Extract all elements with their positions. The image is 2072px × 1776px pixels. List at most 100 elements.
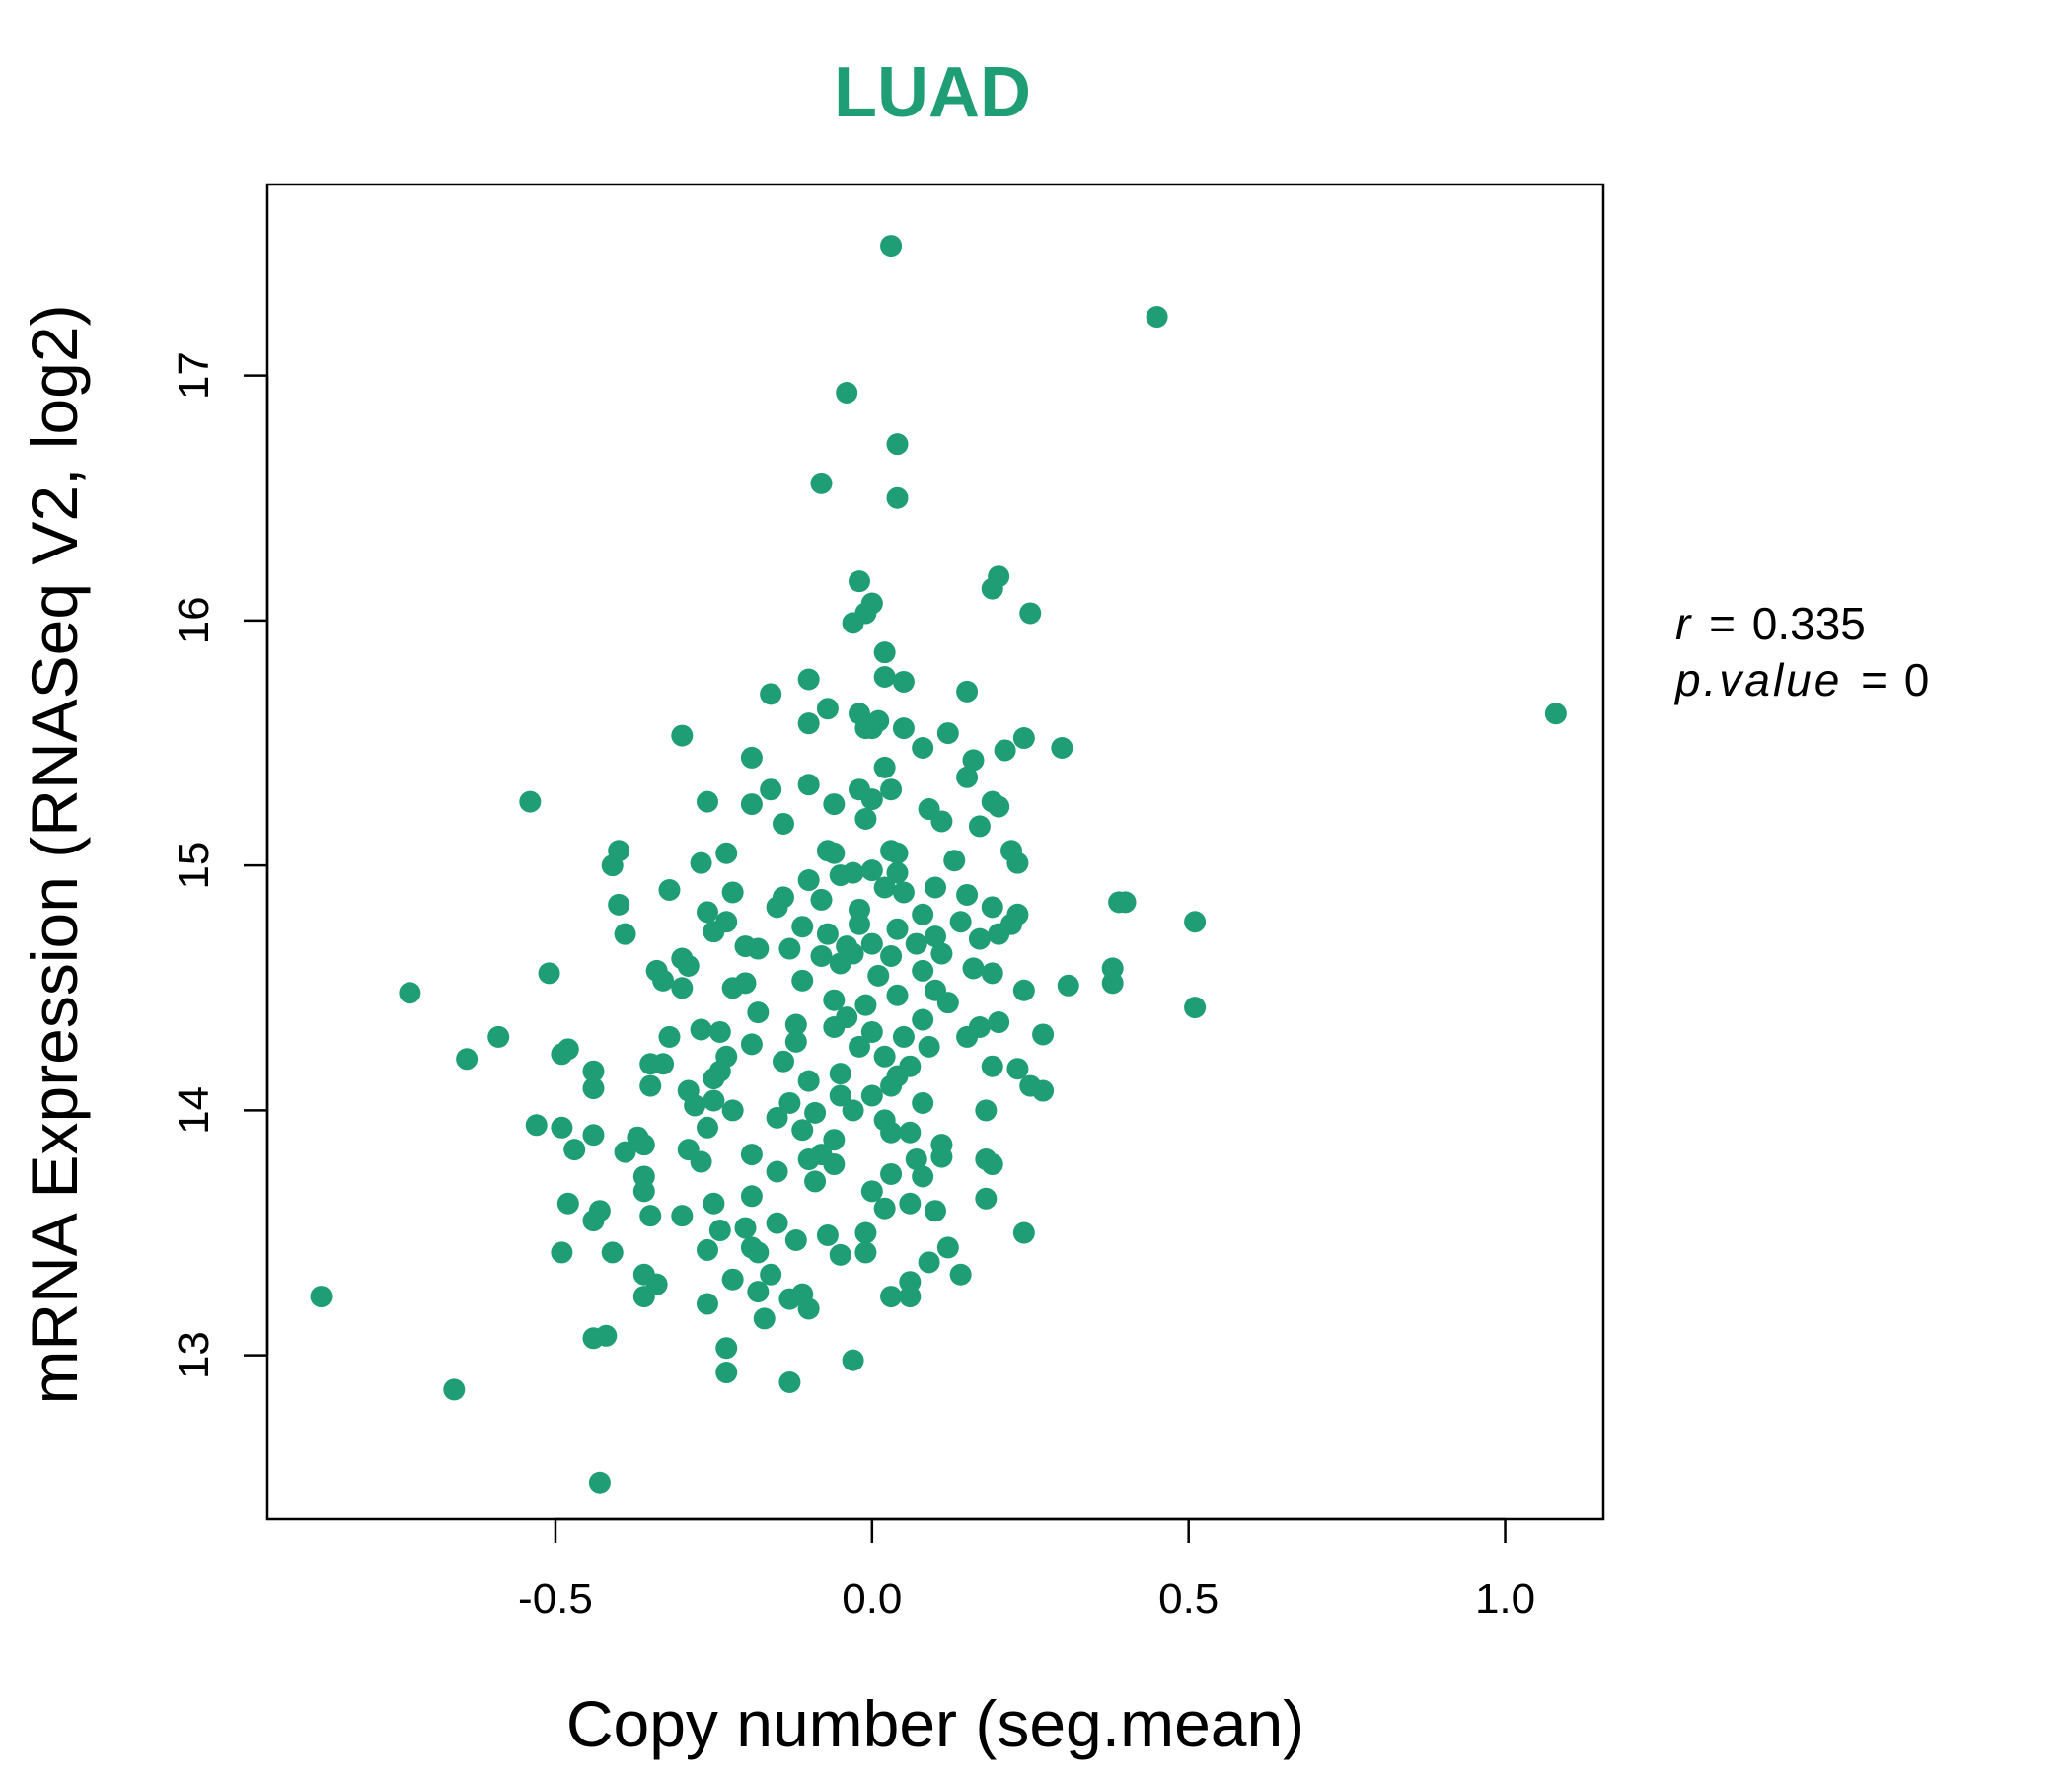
data-point bbox=[842, 1349, 864, 1371]
data-point bbox=[791, 916, 814, 938]
data-point bbox=[949, 911, 972, 933]
data-point bbox=[860, 1180, 883, 1203]
data-point bbox=[823, 1153, 846, 1176]
data-point bbox=[829, 1243, 851, 1266]
data-point bbox=[956, 680, 979, 703]
data-point bbox=[740, 793, 763, 816]
data-point bbox=[784, 1013, 807, 1036]
data-point bbox=[860, 859, 883, 882]
data-point bbox=[671, 977, 694, 999]
data-point bbox=[981, 577, 1003, 600]
data-point bbox=[778, 1370, 801, 1393]
data-point bbox=[925, 1200, 946, 1222]
data-point bbox=[551, 1043, 573, 1066]
data-point bbox=[703, 1089, 725, 1112]
data-point bbox=[696, 901, 718, 924]
data-point bbox=[784, 1030, 807, 1053]
data-point bbox=[632, 1286, 655, 1308]
data-point bbox=[1544, 703, 1567, 725]
data-point bbox=[1114, 891, 1137, 914]
data-point bbox=[994, 739, 1016, 762]
data-point bbox=[1101, 972, 1124, 995]
data-point bbox=[797, 1070, 820, 1092]
data-point bbox=[772, 1050, 794, 1073]
data-point bbox=[721, 881, 744, 904]
data-point bbox=[708, 1220, 731, 1242]
data-point bbox=[867, 964, 890, 987]
p-equals: = bbox=[1861, 654, 1887, 705]
data-point bbox=[1006, 851, 1029, 874]
data-point bbox=[816, 698, 839, 720]
data-point bbox=[873, 876, 896, 899]
data-point bbox=[582, 1060, 605, 1082]
data-point bbox=[886, 842, 909, 864]
data-point bbox=[873, 756, 896, 778]
data-point bbox=[740, 746, 763, 769]
data-point bbox=[797, 774, 820, 796]
data-point bbox=[962, 957, 985, 980]
data-point bbox=[836, 382, 858, 405]
data-point bbox=[310, 1286, 333, 1308]
data-point bbox=[899, 1121, 922, 1144]
y-tick-label: 16 bbox=[170, 596, 218, 644]
data-point bbox=[829, 1084, 851, 1107]
data-point bbox=[525, 1114, 548, 1137]
data-point bbox=[639, 1074, 662, 1097]
data-point bbox=[886, 861, 909, 884]
data-point bbox=[981, 1055, 1003, 1077]
data-point bbox=[632, 1134, 655, 1156]
data-point bbox=[639, 1205, 662, 1227]
data-point bbox=[671, 724, 694, 747]
data-point bbox=[823, 1129, 846, 1151]
data-point bbox=[829, 864, 851, 887]
data-point bbox=[880, 235, 903, 258]
data-point bbox=[981, 962, 1003, 985]
data-point bbox=[892, 1025, 915, 1048]
data-point bbox=[823, 989, 846, 1011]
x-tick-label: 0.5 bbox=[1158, 1575, 1219, 1623]
data-point bbox=[988, 795, 1010, 818]
data-point bbox=[595, 1324, 618, 1347]
data-point bbox=[721, 977, 744, 999]
data-point bbox=[854, 1241, 877, 1264]
data-point bbox=[829, 1063, 851, 1085]
y-tick-label: 13 bbox=[170, 1331, 218, 1379]
p-value: 0 bbox=[1904, 654, 1930, 705]
data-point bbox=[873, 1045, 896, 1068]
data-point bbox=[784, 1228, 807, 1251]
data-point bbox=[905, 932, 927, 955]
data-point bbox=[823, 842, 846, 864]
x-tick-label: -0.5 bbox=[518, 1575, 593, 1623]
data-point bbox=[791, 969, 814, 992]
correlation-annotation: r = 0.335 p.value = 0 bbox=[1673, 598, 1929, 705]
data-point bbox=[892, 717, 915, 740]
data-point bbox=[880, 1121, 903, 1144]
data-point bbox=[696, 1238, 718, 1261]
data-point bbox=[829, 952, 851, 975]
data-point bbox=[975, 1148, 998, 1171]
x-axis-label: Copy number (seg.mean) bbox=[566, 1687, 1304, 1760]
data-point bbox=[740, 1033, 763, 1056]
data-point bbox=[912, 903, 934, 925]
data-point bbox=[753, 1307, 776, 1330]
data-point bbox=[684, 1094, 706, 1117]
data-point bbox=[797, 1297, 820, 1320]
data-point bbox=[842, 612, 864, 634]
data-point bbox=[804, 1101, 827, 1124]
data-point bbox=[556, 1192, 579, 1215]
data-point bbox=[399, 982, 421, 1004]
data-point bbox=[943, 850, 966, 872]
data-points bbox=[310, 235, 1567, 1494]
data-point bbox=[899, 1286, 922, 1308]
data-point bbox=[766, 1212, 788, 1234]
data-point bbox=[886, 918, 909, 940]
data-point bbox=[1032, 1079, 1055, 1102]
data-point bbox=[860, 1020, 883, 1043]
data-point bbox=[810, 472, 833, 494]
data-point bbox=[671, 1205, 694, 1227]
data-point bbox=[487, 1025, 510, 1048]
data-point bbox=[772, 812, 794, 835]
y-tick-label: 15 bbox=[170, 842, 218, 890]
data-point bbox=[880, 1286, 903, 1308]
